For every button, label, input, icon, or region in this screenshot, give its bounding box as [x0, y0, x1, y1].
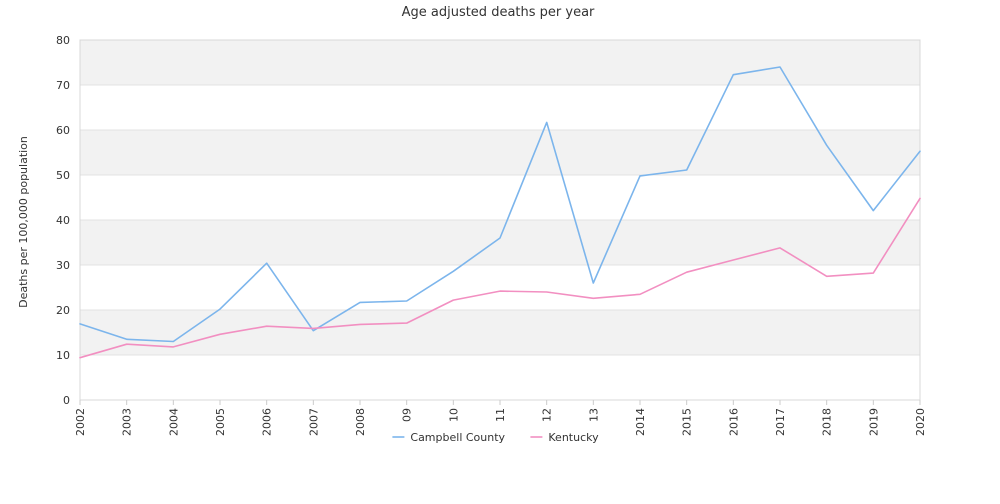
plot-band	[80, 130, 920, 175]
x-tick-label: 2017	[774, 408, 787, 436]
legend: Campbell County Kentucky	[392, 431, 599, 444]
x-tick-label: 2019	[867, 408, 880, 436]
y-tick-label: 30	[56, 259, 70, 272]
x-axis-ticks: 2002 2003 2004 2005 2006 2007 2008 09 10 11 12 13 20…	[74, 400, 927, 436]
x-tick-label: 2020	[914, 408, 927, 436]
y-tick-label: 80	[56, 34, 70, 47]
plot-band	[80, 220, 920, 265]
x-tick-label: 2002	[74, 408, 87, 436]
y-axis-label: Deaths per 100,000 population	[17, 136, 30, 308]
legend-label: Kentucky	[548, 431, 599, 444]
plot-band	[80, 310, 920, 355]
legend-item-kentucky[interactable]: Kentucky	[530, 431, 599, 444]
y-tick-label: 40	[56, 214, 70, 227]
legend-label: Campbell County	[410, 431, 505, 444]
x-tick-label: 11	[494, 408, 507, 422]
x-tick-label: 12	[541, 408, 554, 422]
x-tick-label: 10	[447, 408, 460, 422]
x-tick-label: 2008	[354, 408, 367, 436]
x-tick-label: 2007	[307, 408, 320, 436]
y-tick-label: 20	[56, 304, 70, 317]
plot-bands	[80, 40, 920, 355]
legend-item-campbell-county[interactable]: Campbell County	[392, 431, 506, 444]
x-tick-label: 2003	[121, 408, 134, 436]
series-lines	[79, 66, 921, 359]
x-tick-label: 2006	[261, 408, 274, 436]
x-tick-label: 2014	[634, 408, 647, 436]
x-tick-label: 2005	[214, 408, 227, 436]
x-tick-label: 2004	[167, 408, 180, 436]
y-tick-label: 70	[56, 79, 70, 92]
y-tick-label: 60	[56, 124, 70, 137]
x-tick-label: 2018	[821, 408, 834, 436]
series-line-campbell-county	[79, 66, 921, 343]
series-line-kentucky	[79, 197, 921, 359]
plot-band	[80, 40, 920, 85]
x-tick-label: 2016	[727, 408, 740, 436]
y-axis-ticks: 0 10 20 30 40 50 60 70 80	[56, 34, 70, 407]
x-tick-label: 13	[587, 408, 600, 422]
y-tick-label: 0	[63, 394, 70, 407]
x-tick-label: 09	[401, 408, 414, 422]
chart-title: Age adjusted deaths per year	[402, 5, 595, 20]
y-tick-label: 50	[56, 169, 70, 182]
x-tick-label: 2015	[681, 408, 694, 436]
y-tick-label: 10	[56, 349, 70, 362]
